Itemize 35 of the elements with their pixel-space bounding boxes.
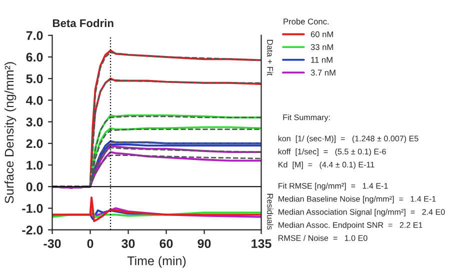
text: Residuals <box>267 194 274 230</box>
y-tick-label: -2.0 <box>22 226 43 234</box>
legend-title: Probe Conc. <box>284 18 329 24</box>
text: Data + Fit <box>267 40 274 76</box>
text: Kd [M] = (4.4 ± 0.1) E-11 <box>278 162 374 170</box>
x-tick-label: 0 <box>87 239 94 248</box>
x-tick-label: 90 <box>198 239 211 248</box>
text: Fit RMSE [ng/mm²] = 1.4 E-1 <box>278 182 388 190</box>
legend-label: 3.7 nM <box>310 70 336 76</box>
chart-title: Beta Fodrin <box>52 18 114 28</box>
y-axis-title: Surface Density (ng/mm²) <box>4 62 16 204</box>
x-tick-label: 30 <box>122 239 135 248</box>
text: koff [1/sec] = (5.5 ± 0.1) E-6 <box>278 148 386 156</box>
text: Median Assoc. Endpoint SNR = 2.2 E1 <box>278 222 422 230</box>
text: Median Association Signal [ng/mm²] = 2.4 E0 <box>278 208 445 216</box>
y-tick-label: 4.0 <box>26 96 43 105</box>
legend-label: 33 nM <box>310 44 333 50</box>
legend-label: 60 nM <box>310 31 333 38</box>
legend-label: 11 nM <box>311 56 332 63</box>
y-tick-label: 0.0 <box>26 182 43 192</box>
text: RMSE / Noise = 1.0 E0 <box>278 235 368 241</box>
text: Median Baseline Noise [ng/mm²] = 1.4 E-1 <box>278 196 436 204</box>
y-tick-label: -1.0 <box>22 204 43 213</box>
y-tick-label: 6.0 <box>26 52 43 62</box>
y-tick-label: 3.0 <box>26 118 43 126</box>
text: kon [1/ (sec·M)] = (1.248 ± 0.007) E5 <box>278 135 418 143</box>
x-tick-label: 135 <box>252 239 272 248</box>
y-tick-label: 2.0 <box>26 139 43 148</box>
x-axis-title: Time (min) <box>127 256 186 268</box>
y-tick-label: 5.0 <box>26 74 43 84</box>
y-tick-label: 7.0 <box>26 31 43 40</box>
text: Fit Summary: <box>283 114 330 122</box>
y-tick-label: 1.0 <box>26 160 43 170</box>
x-tick-label: 60 <box>160 239 173 248</box>
x-tick-label: -30 <box>44 239 61 248</box>
